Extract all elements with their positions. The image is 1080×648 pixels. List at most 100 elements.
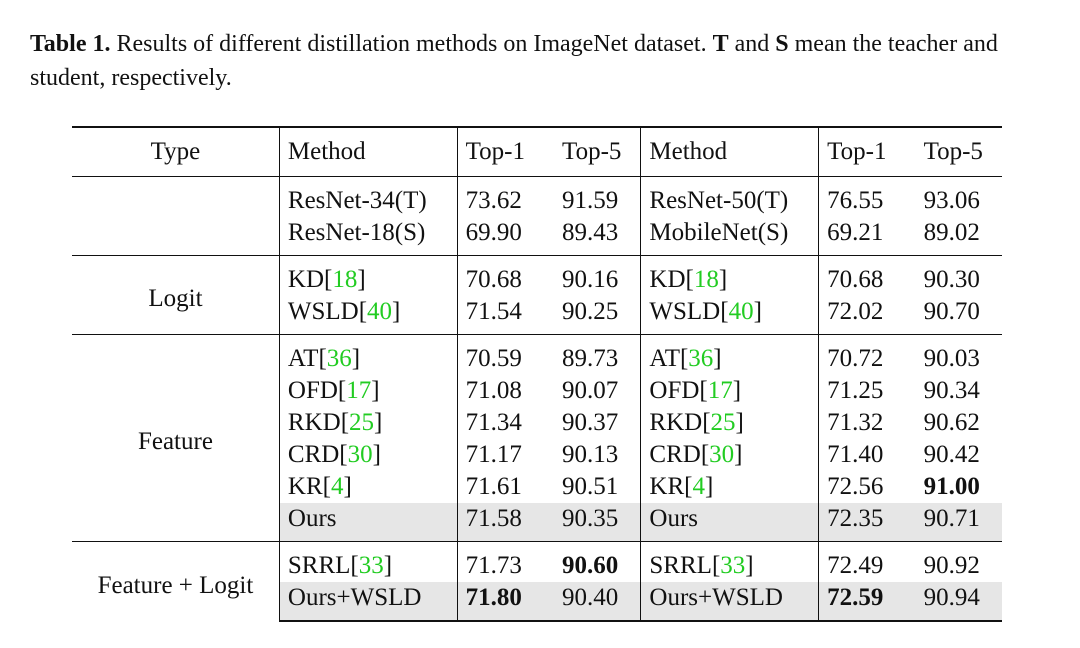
method-cell: OFD[17] (640, 375, 819, 407)
citation-link[interactable]: 36 (688, 345, 714, 372)
table-row: Feature + Logit SRRL[33] 71.73 90.60 SRR… (72, 541, 1002, 621)
top1-cell: 70.59 (456, 334, 555, 375)
citation-link[interactable]: 36 (326, 345, 352, 372)
group-label-feature-logit: Feature + Logit (72, 541, 280, 621)
citation-link[interactable]: 25 (349, 409, 375, 436)
table-row: Logit KD[18] 70.68 90.16 KD[18] 70.68 90… (72, 255, 1002, 335)
top1-cell: 70.72 (818, 334, 916, 375)
method-cell: ResNet-34(T) (278, 176, 458, 217)
method-cell: ResNet-50(T) (640, 176, 819, 217)
top5-cell: 89.73 (554, 334, 641, 375)
method-cell: SRRL[33] (640, 541, 819, 582)
header-top1-b: Top-1 (818, 126, 916, 177)
top1-cell: 71.58 (456, 503, 555, 542)
top1-cell: 72.02 (818, 296, 916, 335)
top5-cell: 90.71 (915, 503, 1002, 542)
top5-cell: 93.06 (915, 176, 1002, 217)
method-cell: Ours (640, 503, 819, 542)
table-row: KR[4] 71.61 90.51 KR[4] 72.56 91.00 (72, 471, 1002, 503)
table-header-row: Type Method Top-1 Top-5 Method Top-1 Top… (72, 126, 1002, 177)
header-method-2: Method (640, 126, 819, 177)
top1-cell: 71.25 (818, 375, 916, 407)
citation-link[interactable]: 30 (347, 441, 373, 468)
citation-link[interactable]: 18 (332, 266, 358, 293)
method-name: CRD (287, 441, 340, 468)
top5-cell: 90.51 (562, 473, 619, 500)
top1-cell: 71.17 (456, 439, 555, 471)
citation-link[interactable]: 4 (692, 473, 705, 500)
table-row: CRD[30] 71.17 90.13 CRD[30] 71.40 90.42 (72, 439, 1002, 471)
top1-cell: 71.40 (818, 439, 916, 471)
table-row-ours-wsld: Ours+WSLD 71.80 90.40 Ours+WSLD 72.59 90… (72, 582, 1002, 622)
citation-link[interactable]: 33 (358, 552, 384, 579)
citation-link[interactable]: 17 (707, 377, 733, 404)
results-table: Type Method Top-1 Top-5 Method Top-1 Top… (72, 126, 1002, 622)
top5-cell: 90.16 (554, 255, 641, 296)
group-label-logit: Logit (72, 255, 280, 335)
method-cell: WSLD[40] (640, 296, 819, 335)
top5-cell: 91.59 (554, 176, 641, 217)
top1-cell: 71.32 (818, 407, 916, 439)
top5-cell: 90.25 (562, 298, 619, 325)
table-row: RKD[25] 71.34 90.37 RKD[25] 71.32 90.62 (72, 407, 1002, 439)
caption-s: S (775, 31, 789, 57)
citation-link[interactable]: 18 (693, 266, 719, 293)
top1-cell: 70.68 (456, 255, 555, 296)
top1-cell: 72.35 (818, 503, 916, 542)
header-top1-a: Top-1 (456, 126, 555, 177)
method-cell: Ours+WSLD (278, 582, 458, 622)
citation-link[interactable]: 17 (346, 377, 372, 404)
top5-cell: 90.34 (923, 377, 980, 404)
top5-cell: 90.03 (915, 334, 1002, 375)
caption-text-a: Results of different distillation method… (110, 31, 713, 57)
method-cell: Ours+WSLD (640, 582, 819, 622)
top1-cell-best: 72.59 (818, 582, 916, 622)
citation-link[interactable]: 40 (367, 298, 393, 325)
method-name: OFD (649, 377, 700, 404)
method-cell: OFD[17] (278, 375, 458, 407)
header-top5-b: Top-5 (915, 126, 1002, 177)
method-name: WSLD (287, 298, 359, 325)
results-table-container: Type Method Top-1 Top-5 Method Top-1 Top… (72, 126, 1002, 622)
method-name: AT (649, 345, 680, 372)
method-name: KD (287, 266, 324, 293)
method-name: OFD (287, 377, 338, 404)
top5-cell: 90.30 (915, 255, 1002, 296)
top1-cell: 70.68 (818, 255, 916, 296)
top5-cell: 90.70 (923, 298, 980, 325)
group-label-feature: Feature (72, 334, 280, 542)
caption-text-b: and (728, 31, 776, 57)
table-row: Feature AT[36] 70.59 89.73 AT[36] 70.72 … (72, 334, 1002, 542)
type-cell-empty (72, 217, 279, 256)
top5-cell: 90.94 (915, 582, 1002, 622)
top5-cell: 90.37 (562, 409, 619, 436)
method-cell: WSLD[40] (278, 296, 458, 335)
method-cell: KD[18] (640, 255, 819, 296)
method-cell: RKD[25] (640, 407, 819, 439)
citation-link[interactable]: 25 (710, 409, 736, 436)
type-cell-empty (72, 176, 280, 217)
top1-cell: 72.56 (818, 471, 916, 503)
header-top5-a: Top-5 (554, 126, 641, 177)
top5-cell: 90.62 (923, 409, 980, 436)
citation-link[interactable]: 30 (709, 441, 735, 468)
top1-cell: 71.54 (456, 296, 555, 335)
table-row: ResNet-18(S) 69.90 89.43 MobileNet(S) 69… (72, 217, 1002, 256)
citation-link[interactable]: 33 (720, 552, 746, 579)
top5-cell: 90.13 (562, 441, 619, 468)
top1-cell: 71.73 (456, 541, 555, 582)
top5-cell-best: 90.60 (554, 541, 641, 582)
method-name: SRRL (649, 552, 712, 579)
citation-link[interactable]: 40 (728, 298, 754, 325)
method-cell: CRD[30] (640, 439, 819, 471)
top1-cell: 71.08 (456, 375, 555, 407)
top1-cell: 72.49 (818, 541, 916, 582)
top5-cell: 89.43 (562, 219, 619, 246)
method-cell: KD[18] (278, 255, 458, 296)
top1-cell: 71.34 (456, 407, 555, 439)
method-name: WSLD (649, 298, 721, 325)
caption-text-c: mean the teacher and student, respective… (30, 31, 998, 91)
method-name: CRD (649, 441, 701, 468)
method-name: AT (287, 345, 319, 372)
citation-link[interactable]: 4 (330, 473, 344, 500)
